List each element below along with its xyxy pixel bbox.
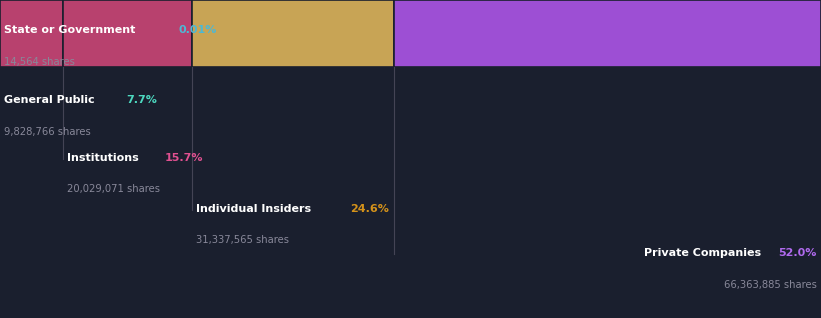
Text: 0.01%: 0.01% <box>179 25 217 35</box>
Text: 14,564 shares: 14,564 shares <box>4 57 75 67</box>
Bar <box>0 0 63 67</box>
Text: 52.0%: 52.0% <box>778 248 817 258</box>
Text: State or Government: State or Government <box>4 25 140 35</box>
Text: Individual Insiders: Individual Insiders <box>196 204 315 213</box>
Bar <box>394 0 821 67</box>
Bar <box>63 0 192 67</box>
Text: 31,337,565 shares: 31,337,565 shares <box>196 235 289 245</box>
Text: 24.6%: 24.6% <box>350 204 388 213</box>
Text: 9,828,766 shares: 9,828,766 shares <box>4 127 91 137</box>
Bar <box>192 0 394 67</box>
Text: General Public: General Public <box>4 95 99 105</box>
Text: 7.7%: 7.7% <box>126 95 157 105</box>
Text: 15.7%: 15.7% <box>165 153 204 162</box>
Text: Private Companies: Private Companies <box>644 248 765 258</box>
Text: Institutions: Institutions <box>67 153 143 162</box>
Text: 20,029,071 shares: 20,029,071 shares <box>67 184 160 194</box>
Text: 66,363,885 shares: 66,363,885 shares <box>724 280 817 290</box>
